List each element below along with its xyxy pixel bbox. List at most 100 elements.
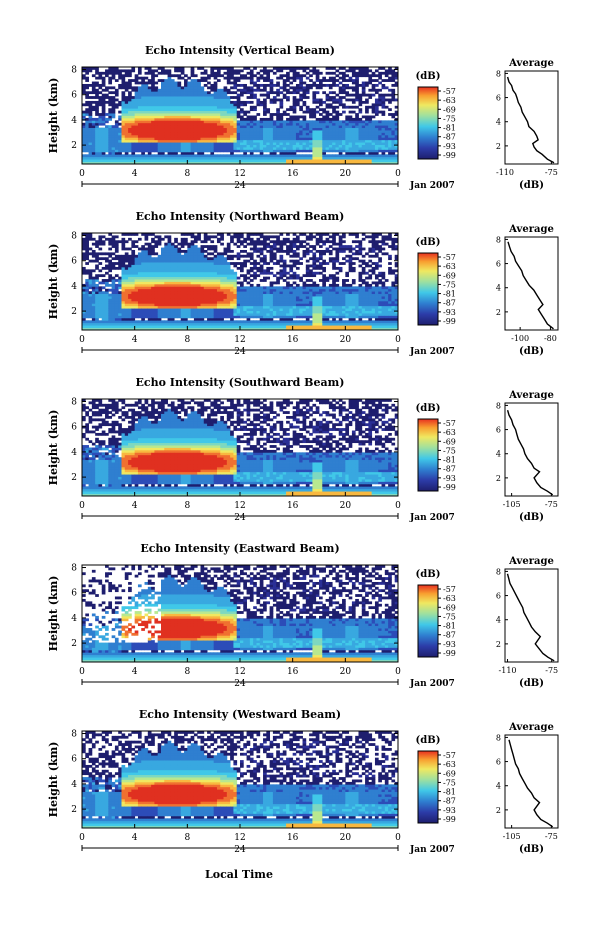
heatmap-cell — [118, 139, 122, 143]
heatmap-cell — [210, 325, 215, 328]
heatmap-cell — [299, 161, 303, 165]
heatmap-cell — [299, 137, 303, 141]
heatmap-cell — [361, 130, 366, 133]
heatmap-cell — [236, 313, 241, 316]
heatmap-cell — [95, 139, 99, 143]
heatmap-cell — [124, 252, 129, 256]
heatmap-cell — [85, 269, 89, 273]
heatmap-cell — [174, 300, 178, 304]
heatmap-cell — [249, 130, 254, 133]
heatmap-cell — [151, 98, 155, 102]
heatmap-cell — [253, 88, 257, 92]
heatmap-cell — [286, 79, 290, 82]
heatmap-cell — [216, 105, 221, 109]
heatmap-cell — [220, 313, 224, 316]
heatmap-cell — [378, 100, 382, 104]
heatmap-cell — [157, 298, 162, 302]
heatmap-cell — [101, 132, 106, 136]
heatmap-cell — [144, 156, 149, 160]
heatmap-cell — [295, 86, 300, 90]
heatmap-cell — [200, 132, 205, 136]
heatmap-cell — [98, 269, 103, 273]
heatmap-cell — [246, 271, 251, 275]
heatmap-cell — [128, 317, 132, 321]
heatmap-cell — [193, 313, 198, 316]
heatmap-cell — [309, 115, 313, 119]
heatmap-cell — [371, 79, 376, 82]
heatmap-cell — [151, 245, 155, 248]
heatmap-cell — [388, 156, 392, 160]
heatmap-cell — [170, 117, 175, 121]
heatmap-cell — [253, 245, 257, 248]
heatmap-cell — [394, 144, 399, 148]
heatmap-cell — [197, 293, 201, 297]
heatmap-cell — [263, 113, 267, 116]
heatmap-cell — [170, 291, 175, 295]
heatmap-cell — [249, 322, 254, 326]
heatmap-cell — [388, 147, 392, 150]
heatmap-cell — [259, 269, 264, 273]
heatmap-cell — [249, 86, 254, 90]
heatmap-cell — [358, 132, 363, 136]
heatmap-cell — [236, 120, 241, 124]
heatmap-cell — [299, 93, 303, 97]
heatmap-cell — [384, 147, 389, 150]
heatmap-cell — [190, 79, 195, 82]
heatmap-cell — [266, 120, 271, 124]
y-axis-label: Height (km) — [47, 78, 60, 154]
heatmap-cell — [305, 142, 310, 145]
heatmap-cell — [249, 283, 254, 287]
heatmap-cell — [230, 113, 234, 116]
heatmap-cell — [388, 79, 392, 82]
heatmap-cell — [124, 122, 129, 126]
heatmap-cell — [203, 76, 208, 80]
heatmap-cell — [161, 132, 165, 136]
heatmap-cell — [351, 81, 356, 85]
heatmap-cell — [276, 142, 280, 145]
heatmap-cell — [266, 125, 271, 129]
heatmap-cell — [98, 237, 103, 241]
heatmap-cell — [190, 139, 195, 143]
heatmap-cell — [177, 93, 182, 97]
heatmap-cell — [240, 103, 244, 107]
heatmap-cell — [111, 320, 116, 324]
heatmap-cell — [164, 71, 168, 75]
heatmap-cell — [256, 274, 261, 278]
heatmap-cell — [203, 305, 208, 309]
heatmap-cell — [147, 100, 152, 104]
heatmap-cell — [95, 83, 99, 87]
heatmap-cell — [279, 137, 284, 141]
heatmap-cell — [286, 125, 290, 129]
heatmap-cell — [141, 259, 145, 263]
heatmap-cell — [266, 154, 271, 158]
heatmap-cell — [170, 154, 175, 158]
heatmap-cell — [223, 313, 228, 316]
heatmap-cell — [161, 271, 165, 275]
heatmap-cell — [95, 93, 99, 97]
heatmap-cell — [226, 279, 231, 282]
heatmap-cell — [292, 117, 297, 121]
heatmap-cell — [253, 300, 257, 304]
heatmap-cell — [101, 113, 106, 116]
heatmap-cell — [319, 151, 323, 155]
heatmap-cell — [213, 125, 218, 129]
heatmap-cell — [98, 159, 103, 162]
heatmap-cell — [203, 300, 208, 304]
heatmap-cell — [180, 117, 185, 121]
heatmap-cell — [82, 310, 86, 314]
heatmap-cell — [98, 240, 103, 244]
heatmap-cell — [312, 100, 317, 104]
heatmap-cell — [279, 134, 284, 138]
heatmap-cell — [164, 130, 168, 133]
heatmap-cell — [170, 276, 175, 280]
heatmap-cell — [157, 237, 162, 241]
heatmap-cell — [105, 293, 109, 297]
heatmap-cell — [200, 96, 205, 99]
heatmap-cell — [230, 327, 234, 331]
heatmap-cell — [144, 305, 149, 309]
heatmap-cell — [170, 74, 175, 78]
heatmap-cell — [351, 139, 356, 143]
heatmap-cell — [161, 130, 165, 133]
heatmap-cell — [128, 271, 132, 275]
heatmap-cell — [197, 259, 201, 263]
